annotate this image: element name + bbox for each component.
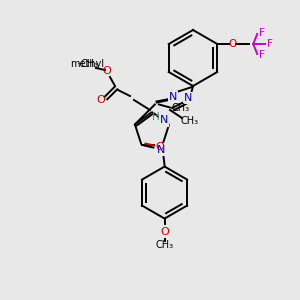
- Text: H: H: [152, 112, 160, 122]
- Text: methyl: methyl: [78, 63, 83, 64]
- Text: N: N: [160, 116, 168, 125]
- Text: O: O: [103, 66, 111, 76]
- Text: CH₃: CH₃: [172, 103, 190, 113]
- Text: N: N: [169, 92, 177, 102]
- Text: N: N: [156, 145, 165, 154]
- Text: N: N: [184, 93, 192, 103]
- Text: CH₃: CH₃: [81, 59, 99, 69]
- Text: O: O: [155, 142, 164, 152]
- Text: CH₃: CH₃: [181, 116, 199, 126]
- Text: F: F: [267, 39, 273, 49]
- Text: O: O: [160, 226, 169, 237]
- Text: O: O: [228, 39, 236, 49]
- Text: methyl: methyl: [70, 59, 104, 69]
- Text: CH₃: CH₃: [155, 240, 174, 250]
- Text: F: F: [259, 28, 265, 38]
- Text: F: F: [259, 50, 265, 60]
- Text: O: O: [97, 95, 105, 105]
